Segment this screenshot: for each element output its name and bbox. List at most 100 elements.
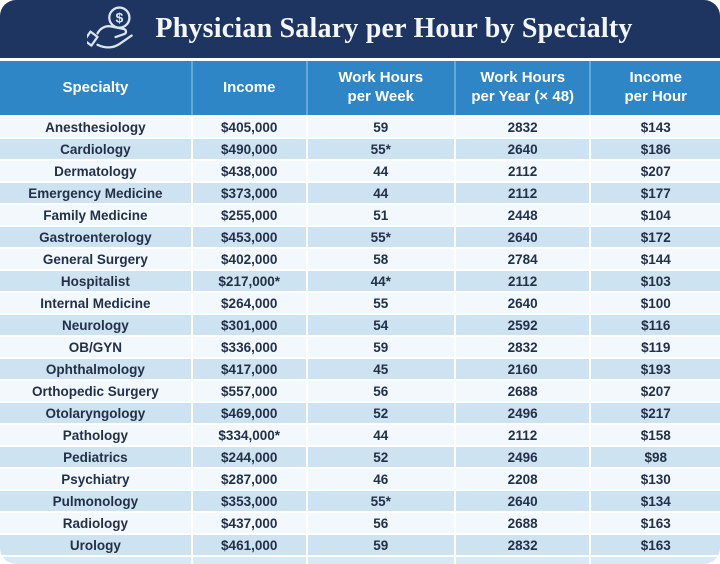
specialty-cell: Ophthalmology [0, 359, 191, 379]
table-row: Internal Medicine $264,000 55 2640 $100 [0, 293, 720, 313]
specialty-cell: Emergency Medicine [0, 183, 191, 203]
income-cell: $353,000 [192, 491, 306, 511]
hours-per-week-cell: 44* [307, 271, 454, 291]
hours-per-week-cell: 56 [307, 381, 454, 401]
income-cell: $469,000 [192, 403, 306, 423]
svg-text:$: $ [116, 9, 124, 25]
column-header-hours-per-week: Work Hours per Week [307, 61, 454, 115]
hours-per-week-cell: 55 [307, 293, 454, 313]
hours-per-year-cell: 2688 [455, 513, 590, 533]
income-per-hour-cell: $193 [591, 359, 720, 379]
income-cell: $244,000 [192, 447, 306, 467]
hours-per-week-cell: 59 [307, 117, 454, 137]
table-row: Otolaryngology $469,000 52 2496 $217 [0, 403, 720, 423]
specialty-cell: Urology [0, 535, 191, 555]
income-per-hour-cell: $143 [591, 117, 720, 137]
hours-per-year-cell: 2832 [455, 117, 590, 137]
income-per-hour-cell: $98 [591, 447, 720, 467]
specialty-cell: Orthopedic Surgery [0, 381, 191, 401]
table-row: Pediatrics $244,000 52 2496 $98 [0, 447, 720, 467]
income-per-hour-cell: $217 [591, 403, 720, 423]
table-row: Urology $461,000 59 2832 $163 [0, 535, 720, 555]
card-footer-strip [0, 557, 720, 564]
hours-per-year-cell: 2112 [455, 425, 590, 445]
hours-per-week-cell: 51 [307, 205, 454, 225]
hours-per-week-cell: 55* [307, 139, 454, 159]
hours-per-week-cell: 58 [307, 249, 454, 269]
table-row: Anesthesiology $405,000 59 2832 $143 [0, 117, 720, 137]
hours-per-year-cell: 2832 [455, 337, 590, 357]
income-per-hour-cell: $130 [591, 469, 720, 489]
hours-per-year-cell: 2640 [455, 293, 590, 313]
income-per-hour-cell: $158 [591, 425, 720, 445]
income-per-hour-cell: $163 [591, 535, 720, 555]
income-cell: $405,000 [192, 117, 306, 137]
income-per-hour-cell: $186 [591, 139, 720, 159]
table-row: Cardiology $490,000 55* 2640 $186 [0, 139, 720, 159]
income-cell: $557,000 [192, 381, 306, 401]
hours-per-week-cell: 56 [307, 513, 454, 533]
income-cell: $255,000 [192, 205, 306, 225]
income-cell: $438,000 [192, 161, 306, 181]
column-header-income-per-hour: Income per Hour [591, 61, 720, 115]
hours-per-week-cell: 52 [307, 447, 454, 467]
income-cell: $453,000 [192, 227, 306, 247]
specialty-cell: Dermatology [0, 161, 191, 181]
hours-per-year-cell: 2640 [455, 139, 590, 159]
table-row: General Surgery $402,000 58 2784 $144 [0, 249, 720, 269]
hours-per-year-cell: 2160 [455, 359, 590, 379]
table-row: Ophthalmology $417,000 45 2160 $193 [0, 359, 720, 379]
specialty-cell: Gastroenterology [0, 227, 191, 247]
hours-per-week-cell: 44 [307, 183, 454, 203]
hours-per-week-cell: 55* [307, 491, 454, 511]
table-row: Gastroenterology $453,000 55* 2640 $172 [0, 227, 720, 247]
income-per-hour-cell: $100 [591, 293, 720, 313]
income-per-hour-cell: $207 [591, 161, 720, 181]
table-row: Hospitalist $217,000* 44* 2112 $103 [0, 271, 720, 291]
hours-per-year-cell: 2208 [455, 469, 590, 489]
specialty-cell: OB/GYN [0, 337, 191, 357]
table-row: Neurology $301,000 54 2592 $116 [0, 315, 720, 335]
table-row: Pulmonology $353,000 55* 2640 $134 [0, 491, 720, 511]
income-cell: $437,000 [192, 513, 306, 533]
hours-per-year-cell: 2112 [455, 183, 590, 203]
hours-per-year-cell: 2688 [455, 381, 590, 401]
hours-per-week-cell: 44 [307, 161, 454, 181]
income-cell: $264,000 [192, 293, 306, 313]
hours-per-week-cell: 44 [307, 425, 454, 445]
income-per-hour-cell: $172 [591, 227, 720, 247]
income-per-hour-cell: $116 [591, 315, 720, 335]
income-per-hour-cell: $119 [591, 337, 720, 357]
specialty-cell: Radiology [0, 513, 191, 533]
table-row: Pathology $334,000* 44 2112 $158 [0, 425, 720, 445]
specialty-cell: Otolaryngology [0, 403, 191, 423]
income-per-hour-cell: $177 [591, 183, 720, 203]
income-cell: $336,000 [192, 337, 306, 357]
specialty-cell: Pulmonology [0, 491, 191, 511]
hours-per-year-cell: 2592 [455, 315, 590, 335]
specialty-cell: Cardiology [0, 139, 191, 159]
income-cell: $417,000 [192, 359, 306, 379]
income-per-hour-cell: $163 [591, 513, 720, 533]
table-row: Radiology $437,000 56 2688 $163 [0, 513, 720, 533]
income-per-hour-cell: $104 [591, 205, 720, 225]
income-per-hour-cell: $207 [591, 381, 720, 401]
specialty-cell: Pathology [0, 425, 191, 445]
hand-holding-dollar-icon: $ [87, 6, 134, 49]
income-cell: $334,000* [192, 425, 306, 445]
hours-per-year-cell: 2112 [455, 161, 590, 181]
specialty-cell: Anesthesiology [0, 117, 191, 137]
specialty-cell: Neurology [0, 315, 191, 335]
hours-per-week-cell: 45 [307, 359, 454, 379]
specialty-cell: Psychiatry [0, 469, 191, 489]
table-column-header: Specialty Income Work Hours per Week Wor… [0, 61, 720, 115]
hours-per-year-cell: 2784 [455, 249, 590, 269]
hours-per-year-cell: 2112 [455, 271, 590, 291]
table-row: Psychiatry $287,000 46 2208 $130 [0, 469, 720, 489]
column-header-income: Income [192, 61, 306, 115]
hours-per-week-cell: 59 [307, 337, 454, 357]
hours-per-year-cell: 2832 [455, 535, 590, 555]
page-title: Physician Salary per Hour by Specialty [155, 13, 633, 44]
specialty-cell: Hospitalist [0, 271, 191, 291]
